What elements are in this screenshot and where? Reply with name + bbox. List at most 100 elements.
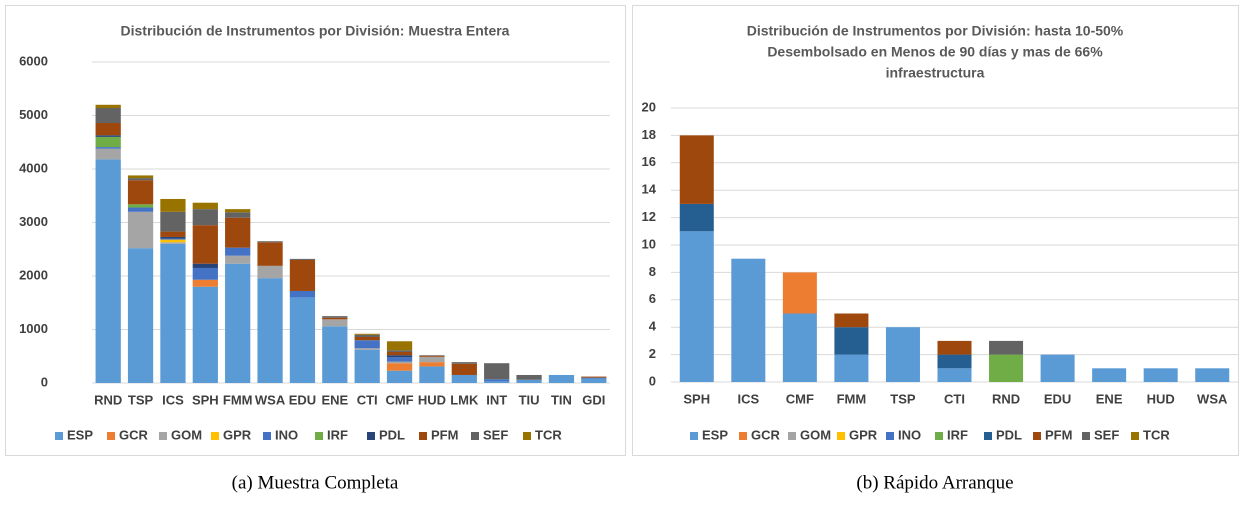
bar-segment xyxy=(225,217,251,248)
bar-segment xyxy=(834,354,869,382)
bar-segment xyxy=(386,351,413,356)
bar-segment xyxy=(451,374,477,383)
x-tick-label: HUD xyxy=(1147,391,1175,406)
bar-segment xyxy=(516,374,542,380)
y-tick-label: 5000 xyxy=(19,107,48,122)
bar-segment xyxy=(127,248,154,383)
bar-segment xyxy=(516,379,542,383)
bar-segment xyxy=(989,340,1024,355)
chart-title: Distribución de Instrumentos por Divisió… xyxy=(121,23,510,39)
x-tick-label: TSP xyxy=(128,392,154,407)
caption: (a) Muestra Completa xyxy=(232,472,399,493)
bar-segment xyxy=(386,363,413,371)
x-tick-label: RND xyxy=(992,391,1020,406)
bar-segment xyxy=(548,374,575,383)
legend-label: PFM xyxy=(1045,427,1072,442)
legend-swatch xyxy=(1082,432,1090,440)
bar-segment xyxy=(127,178,154,181)
bar-segment xyxy=(160,231,186,237)
x-tick-label: CMF xyxy=(385,392,413,407)
legend-label: SEF xyxy=(1094,427,1119,442)
bar-segment xyxy=(192,209,218,226)
x-tick-label: EDU xyxy=(289,392,316,407)
bar-segment xyxy=(386,370,413,383)
y-tick-label: 8 xyxy=(649,264,656,279)
bar-segment xyxy=(484,363,510,380)
bar-segment xyxy=(354,333,380,335)
legend-label: GPR xyxy=(849,427,878,442)
legend-swatch xyxy=(315,432,323,440)
bar-segment xyxy=(225,209,251,213)
bar-segment xyxy=(451,362,477,364)
bar-segment xyxy=(386,350,413,352)
bar-segment xyxy=(354,349,380,383)
bar-segment xyxy=(127,180,154,205)
bar-segment xyxy=(731,258,766,382)
x-tick-label: EDU xyxy=(1044,391,1071,406)
bar-segment xyxy=(386,341,413,351)
legend-label: GOM xyxy=(171,427,202,442)
bar-segment xyxy=(127,211,154,249)
y-tick-label: 16 xyxy=(642,154,656,169)
legend-label: PDL xyxy=(379,427,405,442)
bar-segment xyxy=(322,326,348,383)
caption: (b) Rápido Arranque xyxy=(856,472,1013,493)
bar-segment xyxy=(581,376,607,378)
x-tick-label: TIU xyxy=(519,392,540,407)
y-tick-label: 12 xyxy=(642,209,656,224)
legend-swatch xyxy=(107,432,115,440)
y-tick-label: 6 xyxy=(649,291,656,306)
x-tick-label: ICS xyxy=(162,392,184,407)
y-tick-label: 10 xyxy=(642,236,656,251)
bar-segment xyxy=(160,242,186,244)
legend-label: PDL xyxy=(996,427,1022,442)
x-tick-label: CMF xyxy=(786,391,814,406)
legend-swatch xyxy=(1131,432,1139,440)
legend-label: ESP xyxy=(67,427,93,442)
legend-swatch xyxy=(690,432,698,440)
bar-segment xyxy=(160,243,186,383)
legend-swatch xyxy=(55,432,63,440)
bar-segment xyxy=(160,198,186,212)
legend-swatch xyxy=(367,432,375,440)
y-tick-label: 2 xyxy=(649,346,656,361)
legend-swatch xyxy=(419,432,427,440)
bar-segment xyxy=(386,355,413,358)
bar-segment xyxy=(95,135,121,137)
bar-segment xyxy=(95,159,121,383)
legend-label: TCR xyxy=(1143,427,1170,442)
bar-segment xyxy=(225,255,251,264)
bar-segment xyxy=(225,212,251,218)
x-tick-label: RND xyxy=(94,392,122,407)
x-tick-label: FMM xyxy=(837,391,867,406)
bar-segment xyxy=(354,340,380,349)
y-tick-label: 2000 xyxy=(19,267,48,282)
bar-segment xyxy=(1040,354,1075,382)
y-tick-label: 20 xyxy=(642,99,656,114)
legend-swatch xyxy=(211,432,219,440)
chart-title: Distribución de Instrumentos por Divisió… xyxy=(747,23,1124,39)
bar-segment xyxy=(192,202,218,210)
bar-segment xyxy=(354,348,380,350)
bar-segment xyxy=(386,357,413,362)
bar-segment xyxy=(192,263,218,268)
legend-swatch xyxy=(471,432,479,440)
bar-segment xyxy=(95,108,121,123)
bar-segment xyxy=(160,239,186,243)
legend-label: INO xyxy=(898,427,921,442)
legend-label: GOM xyxy=(800,427,831,442)
bar-segment xyxy=(257,265,283,279)
y-tick-label: 4 xyxy=(649,319,657,334)
x-tick-label: WSA xyxy=(1197,391,1228,406)
legend-swatch xyxy=(788,432,796,440)
bar-segment xyxy=(160,236,186,239)
bar-segment xyxy=(581,377,607,379)
legend-label: INO xyxy=(275,427,298,442)
legend-swatch xyxy=(523,432,531,440)
x-tick-label: GDI xyxy=(582,392,605,407)
x-tick-label: SPH xyxy=(192,392,219,407)
bar-segment xyxy=(192,267,218,280)
bar-segment xyxy=(419,366,445,383)
bar-segment xyxy=(127,204,154,208)
